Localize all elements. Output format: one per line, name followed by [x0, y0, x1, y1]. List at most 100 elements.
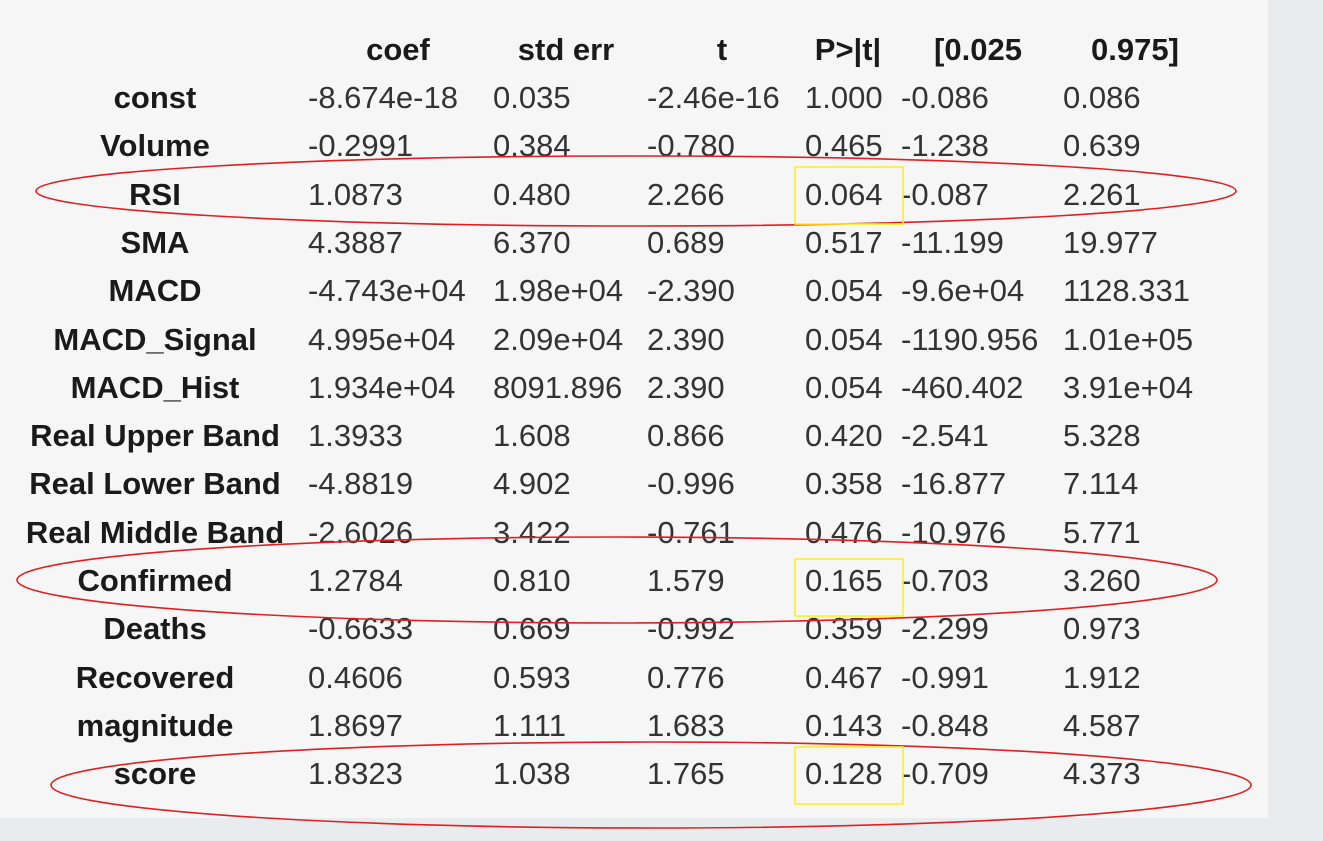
table-cell: -0.2991: [308, 128, 414, 164]
table-cell: -4.743e+04: [308, 273, 466, 309]
row-label: const: [113, 80, 197, 115]
table-cell: 0.973: [1063, 611, 1141, 647]
table-cell: 1.2784: [308, 563, 403, 598]
table-cell: -1190.956: [901, 321, 1039, 357]
row-label: magnitude: [76, 707, 234, 743]
row-label: Deaths: [103, 611, 207, 647]
row-label: RSI: [129, 176, 181, 212]
table-cell: 1.0873: [308, 176, 403, 212]
table-cell: 0.480: [493, 176, 571, 212]
table-cell: -0.087: [901, 176, 989, 212]
table-cell: 1.683: [647, 707, 725, 743]
row-label: SMA: [120, 224, 190, 260]
table-cell: -8.674e-18: [308, 80, 458, 115]
table-cell: 4.373: [1063, 756, 1141, 792]
table-cell: -0.996: [647, 466, 735, 502]
row-label: MACD_Hist: [70, 369, 240, 405]
table-cell: -2.46e-16: [647, 80, 780, 115]
table-cell: 19.977: [1063, 224, 1158, 260]
table-cell: 1.579: [647, 563, 725, 598]
table-cell: -11.199: [901, 224, 1004, 260]
table-cell: -0.848: [901, 707, 989, 743]
table-cell: 7.114: [1063, 466, 1139, 502]
table-cell: 1.765: [647, 756, 725, 792]
table-cell: 0.866: [647, 418, 725, 454]
row-label: Confirmed: [77, 563, 233, 598]
table-cell: 0.4606: [308, 659, 403, 695]
table-cell: 1.8697: [308, 707, 403, 743]
table-cell: -4.8819: [308, 466, 414, 502]
table-cell: 2.261: [1063, 176, 1141, 212]
table-cell: -2.541: [901, 418, 989, 454]
table-cell: 0.669: [493, 611, 571, 647]
row-label: Real Middle Band: [25, 514, 285, 550]
row-label: MACD_Signal: [53, 321, 257, 357]
table-cell: -0.703: [901, 563, 989, 598]
table-cell: 1.000: [805, 80, 883, 115]
table-cell: 0.359: [805, 611, 883, 647]
table-cell: 5.771: [1063, 514, 1141, 550]
column-header: [0.025: [934, 32, 1022, 67]
table-cell: 2.09e+04: [493, 321, 624, 357]
table-cell: 1.912: [1063, 659, 1141, 695]
table-cell: 0.517: [805, 224, 883, 260]
table-cell: 4.3887: [308, 224, 403, 260]
table-cell: -2.299: [901, 611, 989, 647]
row-label: Real Upper Band: [30, 418, 280, 454]
table-cell: 1.8323: [308, 756, 403, 792]
table-cell: 0.465: [805, 128, 883, 164]
table-cell: 0.420: [805, 418, 883, 454]
table-cell: 1.608: [493, 418, 571, 454]
table-cell: 0.143: [805, 707, 883, 743]
table-cell: 2.266: [647, 176, 725, 212]
table-cell: -9.6e+04: [901, 273, 1025, 309]
table-cell: 0.035: [493, 80, 571, 115]
table-cell: 4.587: [1063, 707, 1141, 743]
table-cell: 8091.896: [493, 369, 623, 405]
table-cell: 0.064: [805, 176, 883, 212]
column-header: coef: [366, 32, 430, 67]
table-cell: 0.467: [805, 659, 883, 695]
table-cell: 2.390: [647, 369, 725, 405]
table-cell: 1.3933: [308, 418, 403, 454]
table-cell: -0.780: [647, 128, 735, 164]
table-cell: 5.328: [1063, 418, 1141, 454]
table-cell: -0.6633: [308, 611, 414, 647]
table-cell: 0.384: [493, 128, 571, 164]
table-cell: 1.038: [493, 756, 571, 792]
table-cell: -0.709: [901, 756, 989, 792]
table-cell: 0.128: [805, 756, 883, 792]
table-cell: -2.390: [647, 273, 735, 309]
table-cell: 3.91e+04: [1063, 369, 1194, 405]
table-cell: -2.6026: [308, 514, 414, 550]
row-label: score: [113, 756, 197, 792]
table-cell: 2.390: [647, 321, 725, 357]
table-cell: 0.476: [805, 514, 883, 550]
table-cell: 0.776: [647, 659, 725, 695]
table-cell: -0.992: [647, 611, 735, 647]
table-cell: 0.810: [493, 563, 571, 598]
table-cell: -460.402: [901, 369, 1024, 405]
table-cell: 0.054: [805, 321, 883, 357]
table-cell: 0.358: [805, 466, 883, 502]
table-cell: 0.593: [493, 659, 571, 695]
table-cell: 0.689: [647, 224, 725, 260]
table-cell: -0.761: [647, 514, 735, 550]
table-cell: 0.054: [805, 273, 883, 309]
table-cell: -10.976: [901, 514, 1007, 550]
table-cell: 3.422: [493, 514, 571, 550]
table-cell: 4.902: [493, 466, 571, 502]
row-label: MACD: [108, 273, 202, 309]
table-cell: 1.98e+04: [493, 273, 624, 309]
table-cell: 0.054: [805, 369, 883, 405]
table-cell: -0.991: [901, 659, 989, 695]
table-cell: 1.111: [493, 707, 566, 743]
table-cell: 0.086: [1063, 80, 1141, 115]
table-cell: 0.639: [1063, 128, 1141, 164]
row-label: Recovered: [75, 659, 235, 695]
table-cell: -1.238: [901, 128, 989, 164]
table-cell: 1.934e+04: [308, 369, 456, 405]
column-header: 0.975]: [1091, 32, 1179, 67]
table-cell: 4.995e+04: [308, 321, 456, 357]
column-header: t: [716, 32, 728, 67]
